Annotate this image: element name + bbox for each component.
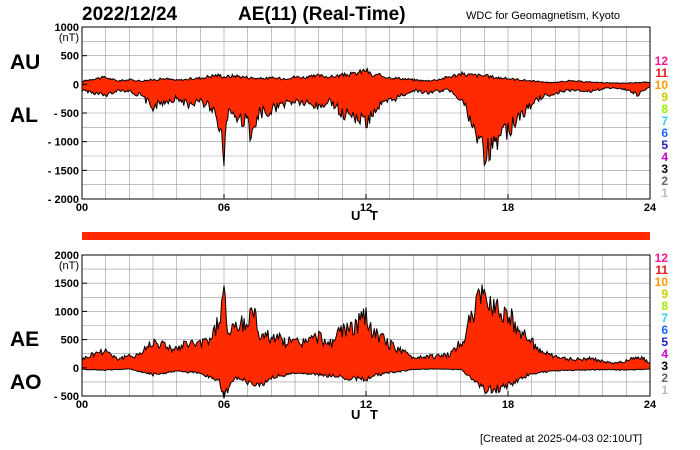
data-source: WDC for Geomagnetism, Kyoto — [466, 10, 621, 22]
x-tick-label: 00 — [76, 202, 88, 214]
chart-date: 2022/12/24 — [82, 4, 178, 25]
station-count-label: 5 — [661, 138, 668, 152]
station-count-label: 10 — [655, 78, 669, 92]
unit-label: (nT) — [59, 260, 79, 272]
y-tick-label: 500 — [61, 335, 79, 347]
station-count-label: 12 — [655, 54, 669, 68]
x-tick-label: 18 — [502, 202, 514, 214]
y-tick-label: 500 — [61, 51, 79, 63]
station-count-label: 3 — [661, 162, 668, 176]
station-count-label: 1 — [661, 186, 668, 200]
y-tick-label: 0 — [73, 363, 79, 375]
station-count-label: 7 — [661, 311, 668, 325]
station-count-label: 10 — [655, 275, 669, 289]
series-line-au — [81, 67, 651, 84]
x-tick-label: 24 — [644, 202, 657, 214]
station-count-label: 5 — [661, 335, 668, 349]
station-count-label: 9 — [661, 287, 668, 301]
y-tick-label: 1000 — [55, 306, 79, 318]
y-tick-label: - 500 — [54, 391, 79, 403]
x-tick-label: 12 — [360, 202, 372, 214]
x-axis-label: U T — [351, 208, 381, 223]
x-tick-label: 06 — [218, 399, 230, 411]
x-tick-label: 24 — [644, 399, 657, 411]
y-tick-label: - 500 — [54, 108, 79, 120]
y-tick-label: - 1000 — [48, 137, 79, 149]
station-count-label: 7 — [661, 114, 668, 128]
y-tick-label: - 2000 — [48, 194, 79, 206]
unit-label: (nT) — [59, 32, 79, 44]
created-timestamp: [Created at 2025-04-03 02:10UT] — [480, 433, 643, 445]
station-count-label: 9 — [661, 90, 668, 104]
series-line-ae — [81, 284, 651, 365]
al-label: AL — [10, 104, 38, 127]
station-count-label: 8 — [661, 299, 668, 313]
y-tick-label: 1000 — [55, 22, 79, 34]
data-coverage-bar — [82, 232, 650, 240]
y-tick-label: 1500 — [55, 278, 79, 290]
station-count-label: 8 — [661, 102, 668, 116]
chart-title: AE(11) (Real-Time) — [238, 4, 406, 25]
au-label: AU — [10, 51, 41, 74]
y-tick-label: 2000 — [55, 250, 79, 262]
station-count-label: 11 — [655, 66, 668, 80]
station-count-label: 2 — [661, 174, 668, 188]
station-count-label: 12 — [655, 251, 669, 265]
x-axis-label: U T — [351, 407, 381, 422]
station-count-label: 4 — [661, 347, 668, 361]
ao-label: AO — [10, 371, 42, 394]
x-tick-label: 06 — [218, 202, 230, 214]
ae-label: AE — [10, 328, 40, 351]
x-tick-label: 12 — [360, 399, 372, 411]
x-tick-label: 18 — [502, 399, 514, 411]
x-tick-label: 00 — [76, 399, 88, 411]
y-tick-label: 0 — [73, 79, 79, 91]
station-count-label: 6 — [661, 126, 668, 140]
series-band-ae-ao — [82, 284, 650, 399]
station-count-label: 6 — [661, 323, 668, 337]
series-band-au-al — [82, 68, 650, 166]
station-count-label: 11 — [655, 263, 668, 277]
series-line-al — [81, 86, 651, 167]
series-line-ao — [81, 368, 651, 399]
station-count-label: 1 — [661, 383, 668, 397]
station-count-label: 4 — [661, 150, 668, 164]
station-count-label: 3 — [661, 359, 668, 373]
station-count-label: 2 — [661, 371, 668, 385]
y-tick-label: - 1500 — [48, 165, 79, 177]
